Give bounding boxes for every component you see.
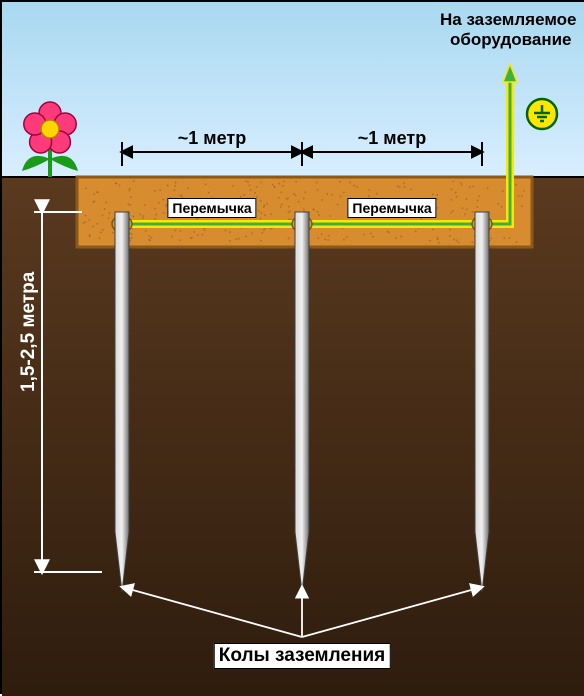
equipment-label: На заземляемое xyxy=(440,10,577,30)
equipment-label: оборудование xyxy=(450,30,572,50)
ground-stake xyxy=(115,212,129,592)
jumper-label: Перемычка xyxy=(167,198,256,218)
flower-center xyxy=(41,120,59,138)
grounding-diagram: На заземляемоеоборудование ~1 метр ~1 метр… xyxy=(0,0,584,694)
ground-stake xyxy=(295,212,309,592)
stakes-label: Колы заземления xyxy=(214,643,391,669)
soil xyxy=(2,177,584,696)
jumper-label: Перемычка xyxy=(347,198,436,218)
depth-label: 1,5-2,5 метра xyxy=(18,272,40,392)
spacing-label: ~1 метр xyxy=(178,128,246,149)
ground-stake xyxy=(475,212,489,592)
spacing-label: ~1 метр xyxy=(358,128,426,149)
